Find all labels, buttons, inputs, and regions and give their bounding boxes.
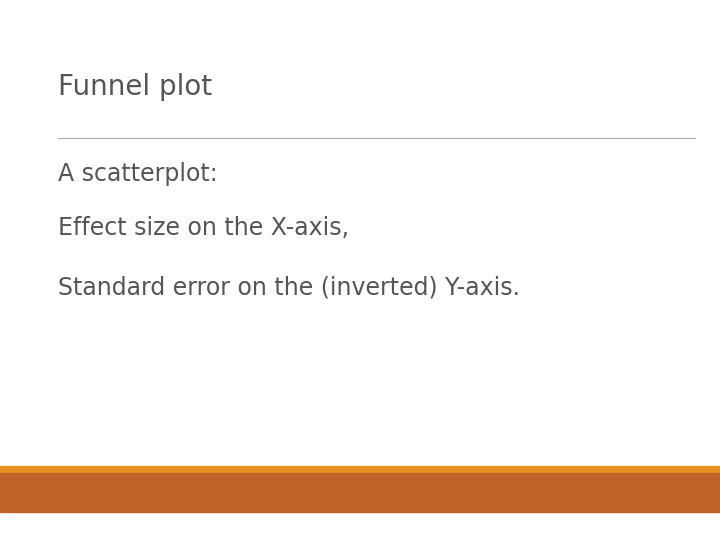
Text: Effect size on the X-axis,: Effect size on the X-axis, (58, 216, 348, 240)
Text: Standard error on the (inverted) Y-axis.: Standard error on the (inverted) Y-axis. (58, 275, 520, 299)
Text: Funnel plot: Funnel plot (58, 73, 212, 101)
Text: A scatterplot:: A scatterplot: (58, 162, 217, 186)
